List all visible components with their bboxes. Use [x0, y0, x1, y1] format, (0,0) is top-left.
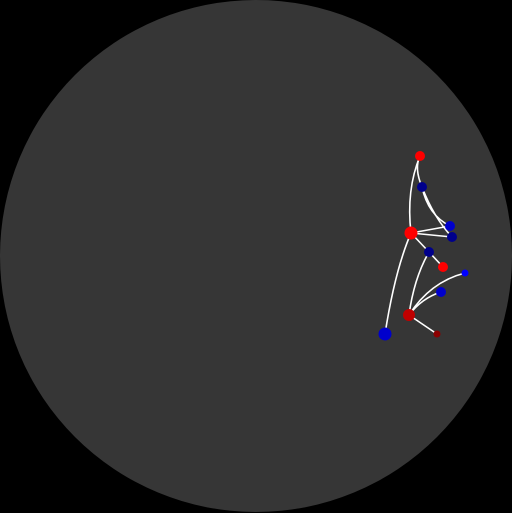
- node-n11: [378, 327, 392, 341]
- edge-n4-n3: [410, 225, 451, 234]
- node-n9: [436, 287, 446, 297]
- edge-n4-n5: [410, 232, 453, 238]
- node-n6: [424, 247, 434, 257]
- node-n10: [403, 309, 415, 321]
- edge-n6-n10: [408, 251, 430, 316]
- node-n3: [445, 221, 455, 231]
- node-layer: [378, 151, 469, 341]
- node-n8: [461, 269, 469, 277]
- edge-n4-n11: [384, 232, 412, 335]
- edge-n1-n4: [408, 155, 421, 234]
- node-n2: [417, 182, 427, 192]
- node-n7: [438, 262, 448, 272]
- node-n4: [404, 226, 418, 240]
- node-n5: [447, 232, 457, 242]
- node-n12: [433, 330, 441, 338]
- node-n1: [415, 151, 425, 161]
